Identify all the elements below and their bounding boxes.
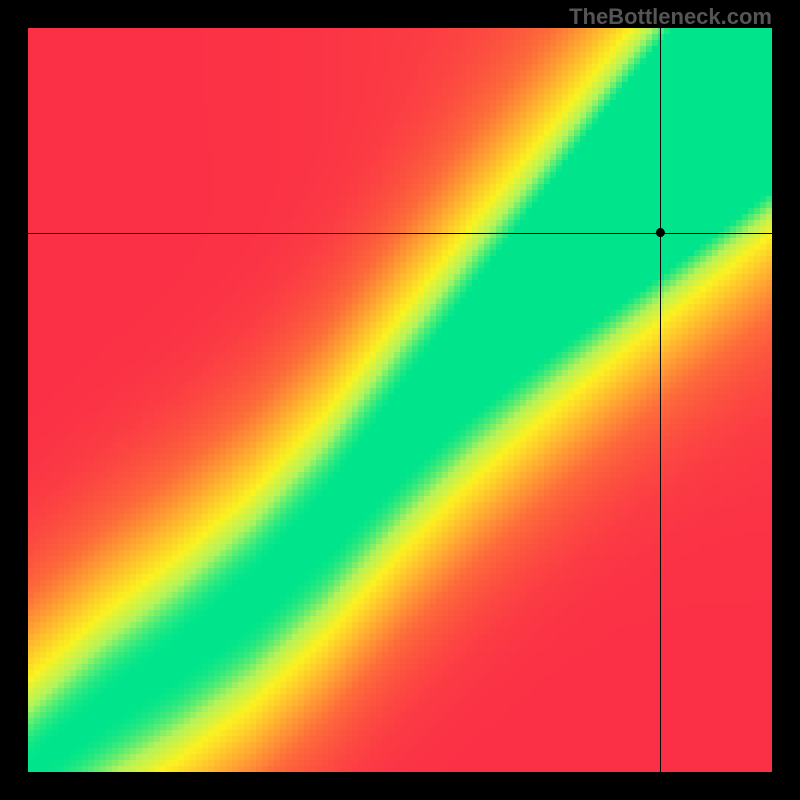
watermark-text: TheBottleneck.com xyxy=(569,4,772,30)
chart-container: TheBottleneck.com xyxy=(0,0,800,800)
heatmap-canvas xyxy=(0,0,800,800)
